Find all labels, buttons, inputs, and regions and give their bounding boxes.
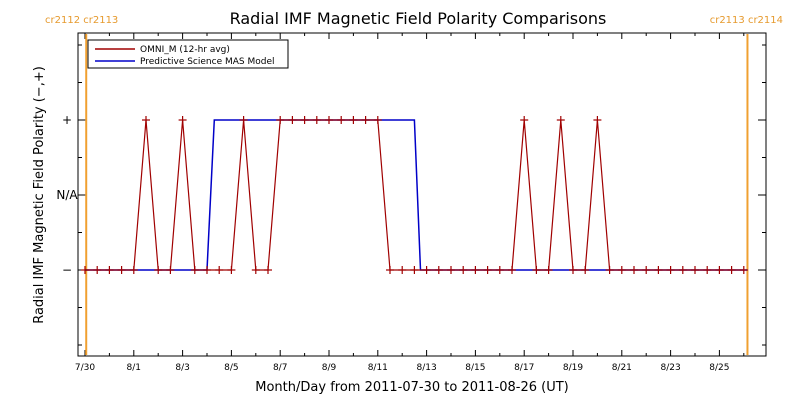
omni-data-point (239, 116, 248, 124)
x-tick-label: 8/11 (368, 363, 388, 373)
omni-data-point (178, 116, 187, 124)
omni-data-point (593, 116, 602, 124)
omni-data-point (251, 266, 260, 274)
omni-data-point (483, 266, 492, 274)
legend: OMNI_M (12-hr avg) Predictive Science MA… (87, 39, 289, 69)
x-tick-label: 8/21 (612, 363, 632, 373)
omni-data-point (215, 266, 224, 274)
x-tick-label: 8/9 (322, 363, 337, 373)
omni-data-point (556, 116, 565, 124)
x-axis-label: Month/Day from 2011-07-30 to 2011-08-26 … (255, 380, 568, 395)
x-tick-label: 8/3 (175, 363, 189, 373)
omni-data-point (581, 266, 590, 274)
legend-label-omni: OMNI_M (12-hr avg) (140, 45, 230, 55)
y-axis-label: Radial IMF Magnetic Field Polarity (−,+) (32, 66, 47, 324)
x-tick-label: 8/17 (514, 363, 534, 373)
omni-data-point (642, 266, 651, 274)
y-tick-label: − (62, 263, 72, 277)
y-tick-label: N/A (56, 188, 78, 202)
omni-data-point (398, 266, 407, 274)
x-tick-label: 8/13 (416, 363, 436, 373)
omni-data-point (605, 266, 614, 274)
omni-data-point (276, 116, 285, 124)
legend-box (87, 39, 289, 69)
omni-data-point (264, 266, 272, 274)
omni-data-point (691, 266, 699, 274)
omni-data-point (471, 266, 480, 274)
omni-data-point (727, 266, 736, 274)
omni-data-point (105, 266, 114, 274)
x-tick-label: 8/19 (563, 363, 583, 373)
plot-frame (77, 32, 767, 357)
legend-label-mas: Predictive Science MAS Model (140, 57, 275, 67)
omni-data-point (715, 266, 724, 274)
x-tick-label: 8/1 (127, 363, 141, 373)
omni-data-point (422, 266, 431, 274)
omni-data-point (142, 116, 150, 124)
omni-data-point (386, 266, 394, 274)
carrington-rotation-label: cr2113 cr2114 (710, 15, 783, 26)
omni-data-point (300, 116, 309, 124)
omni-data-point (703, 266, 712, 274)
omni-data-point (495, 266, 504, 274)
omni-data-point (447, 266, 455, 274)
omni-data-point (154, 266, 163, 274)
omni-data-point (520, 116, 529, 124)
omni-data-point (544, 266, 553, 274)
omni-data-point (361, 116, 370, 124)
x-tick-label: 8/7 (273, 363, 287, 373)
omni-data-point (337, 116, 346, 124)
x-tick-label: 8/5 (224, 363, 238, 373)
omni-data-point (129, 266, 138, 274)
omni-data-point (227, 266, 236, 274)
omni-data-point (739, 266, 748, 274)
omni-data-point (678, 266, 687, 274)
x-tick-label: 8/15 (465, 363, 485, 373)
omni-data-point (508, 266, 516, 274)
omni-data-point (288, 116, 297, 124)
y-tick-label: + (62, 113, 72, 127)
x-tick-label: 8/25 (709, 363, 729, 373)
omni-data-point (117, 266, 126, 274)
omni-data-point (569, 266, 577, 274)
omni-data-point (410, 266, 419, 274)
omni-data-point (666, 266, 675, 274)
omni-data-point (166, 266, 175, 274)
omni-data-point (630, 266, 638, 274)
omni-data-point (203, 266, 211, 274)
omni-data-point (93, 266, 102, 274)
series-line-omni (85, 119, 744, 271)
omni-data-point (81, 266, 89, 274)
omni-data-point (532, 266, 541, 274)
omni-data-point (190, 266, 199, 274)
x-tick-label: 7/30 (75, 363, 95, 373)
omni-data-point (654, 266, 663, 274)
chart-title: Radial IMF Magnetic Field Polarity Compa… (230, 9, 607, 28)
omni-data-point (312, 116, 321, 124)
carrington-rotation-label: cr2112 cr2113 (45, 15, 118, 26)
omni-data-point (459, 266, 468, 274)
omni-data-point (325, 116, 333, 124)
x-tick-label: 8/23 (660, 363, 680, 373)
omni-data-point (373, 116, 382, 124)
omni-data-point (349, 116, 358, 124)
omni-data-point (434, 266, 443, 274)
omni-data-point (617, 266, 626, 274)
